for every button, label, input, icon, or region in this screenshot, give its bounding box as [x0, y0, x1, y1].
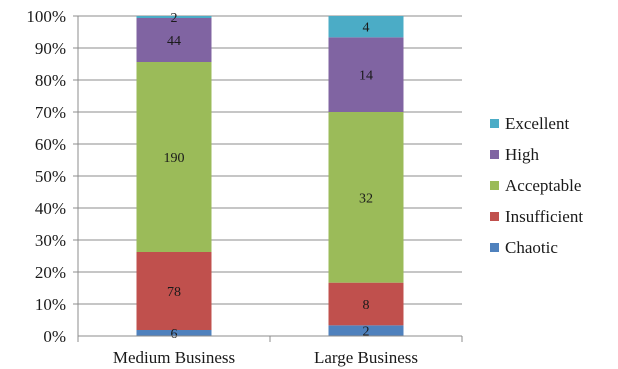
y-tick-label: 20% [35, 263, 66, 282]
legend-label-excellent: Excellent [505, 114, 569, 133]
data-labels: 6 78 190 44 2 2 8 32 14 4 [164, 11, 374, 342]
bars [136, 16, 404, 336]
legend: Excellent High Acceptable Insufficient Chaot… [490, 114, 583, 257]
bar-segment-insufficient [328, 282, 404, 326]
legend-label-chaotic: Chaotic [505, 238, 558, 257]
gridlines [78, 15, 462, 305]
data-label-insufficient: 8 [363, 298, 370, 313]
bar-segment-excellent [328, 16, 404, 38]
legend-swatch-insufficient [490, 212, 499, 221]
y-tick-label: 10% [35, 295, 66, 314]
y-axis: 0% 10% 20% 30% 40% 50% 60% 70% 80% 90% 100% [26, 7, 79, 346]
data-label-chaotic: 6 [171, 327, 178, 342]
y-tick-label: 100% [26, 7, 66, 26]
data-label-excellent: 2 [171, 11, 178, 26]
data-label-high: 14 [359, 69, 373, 84]
y-tick-label: 0% [43, 327, 66, 346]
y-tick-label: 30% [35, 231, 66, 250]
legend-label-high: High [505, 145, 540, 164]
data-label-acceptable: 32 [359, 191, 373, 206]
x-category-label: Medium Business [113, 348, 235, 367]
bar-segment-chaotic [328, 325, 404, 336]
y-tick-label: 80% [35, 71, 66, 90]
legend-swatch-excellent [490, 119, 499, 128]
data-label-high: 44 [167, 34, 181, 49]
y-tick-label: 40% [35, 199, 66, 218]
bar-segment-high [328, 37, 404, 113]
bar-segment-chaotic [136, 330, 212, 336]
legend-label-acceptable: Acceptable [505, 176, 581, 195]
data-label-insufficient: 78 [167, 285, 181, 300]
data-label-chaotic: 2 [363, 325, 370, 340]
data-label-excellent: 4 [363, 21, 370, 36]
bar-segment-acceptable [328, 112, 404, 283]
x-axis: Medium Business Large Business [77, 335, 463, 367]
data-label-acceptable: 190 [164, 151, 185, 166]
y-tick-label: 50% [35, 167, 66, 186]
bar-segment-excellent [136, 16, 212, 18]
x-category-label: Large Business [314, 348, 418, 367]
y-tick-label: 60% [35, 135, 66, 154]
bar-segment-acceptable [136, 62, 212, 252]
bar-segment-high [136, 18, 212, 62]
y-tick-label: 90% [35, 39, 66, 58]
legend-swatch-chaotic [490, 243, 499, 252]
y-tick-label: 70% [35, 103, 66, 122]
legend-swatch-acceptable [490, 181, 499, 190]
bar-segment-insufficient [136, 252, 212, 330]
legend-swatch-high [490, 150, 499, 159]
legend-label-insufficient: Insufficient [505, 207, 583, 226]
